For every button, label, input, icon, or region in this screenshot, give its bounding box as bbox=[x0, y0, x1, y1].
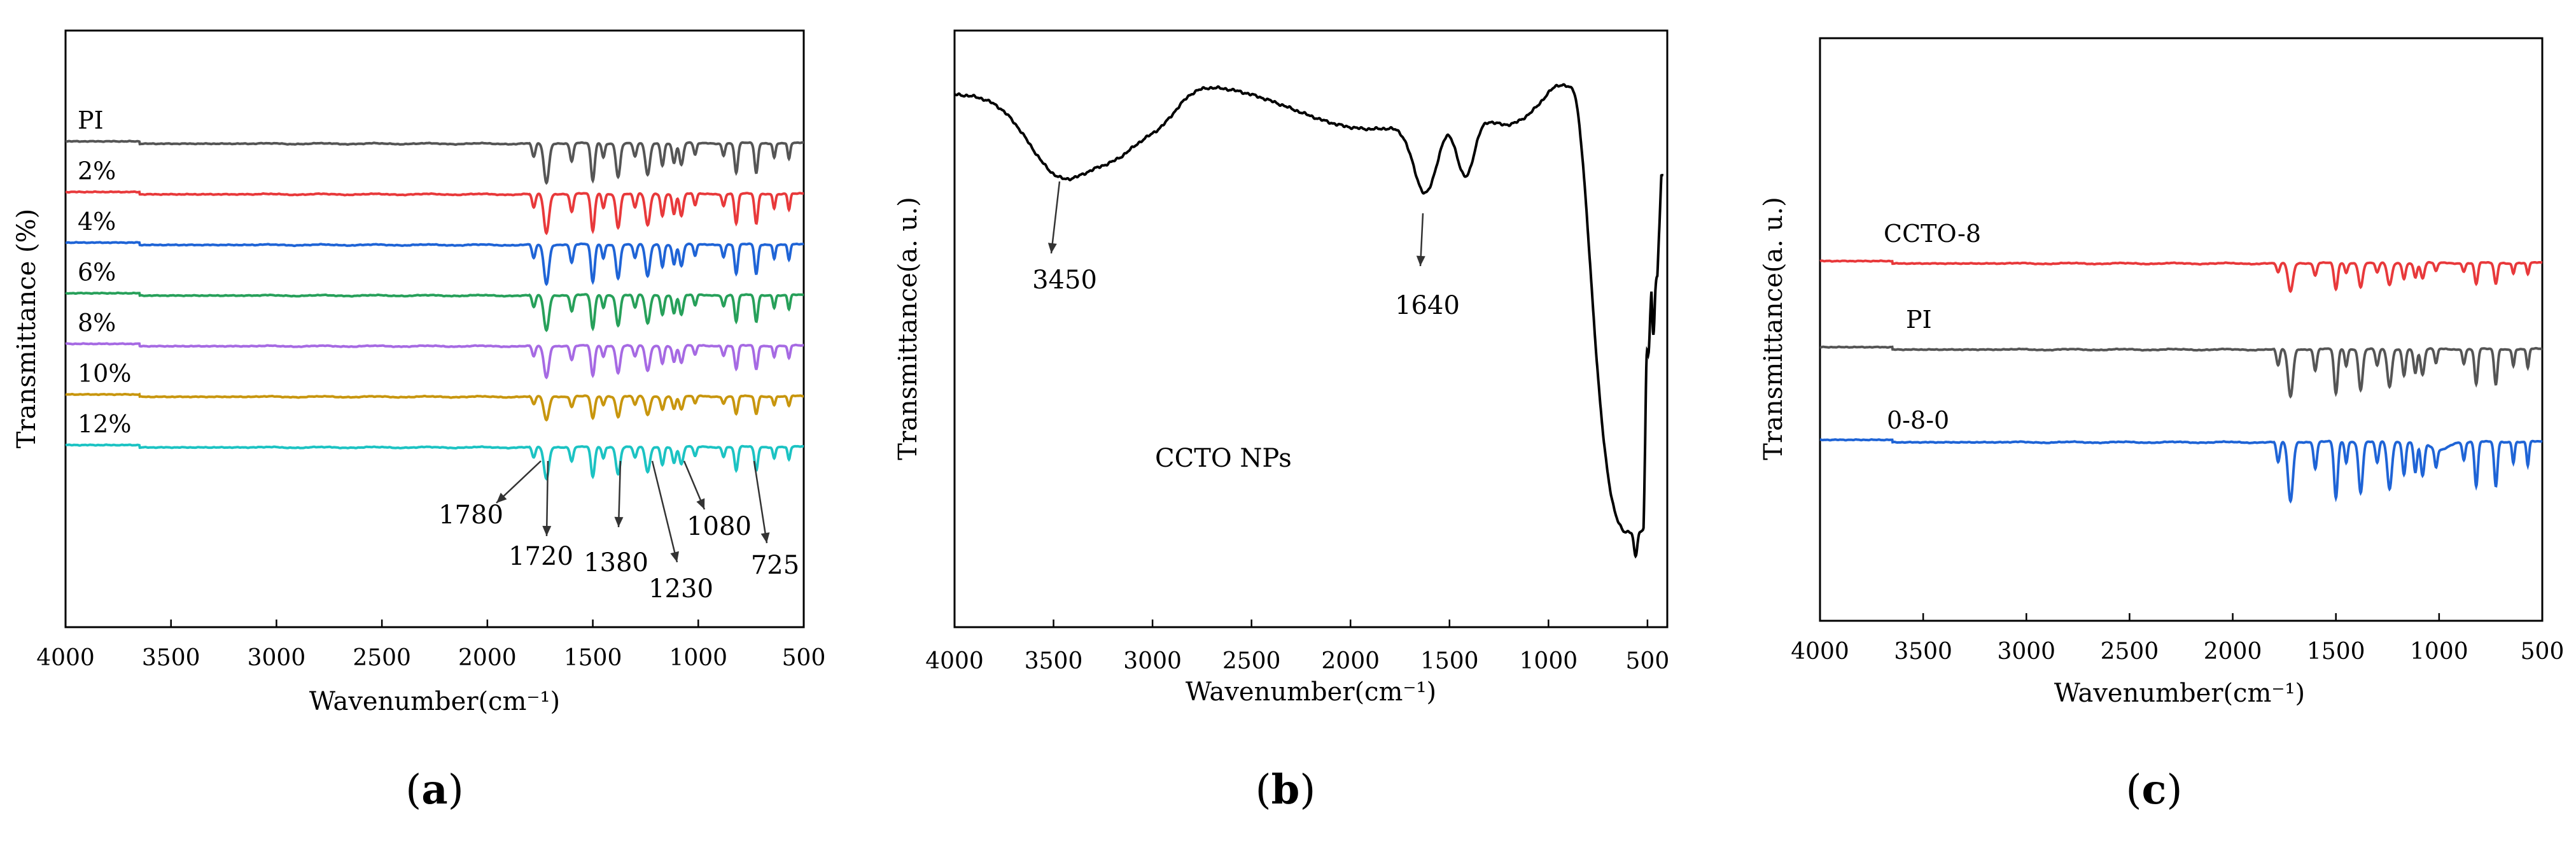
x-tick-label: 1500 bbox=[1420, 648, 1479, 674]
x-tick-label: 2000 bbox=[458, 645, 517, 671]
panel-c-frame bbox=[1819, 37, 2544, 622]
series-line bbox=[65, 392, 804, 422]
series-label: 2% bbox=[78, 157, 116, 185]
annotation-arrowhead bbox=[1047, 243, 1057, 253]
series-line bbox=[954, 83, 1664, 559]
panel-c: 4000 3500 3000 2500 2000 1500 1000 500 CCTO-8 PI… bbox=[1759, 37, 2564, 814]
panel-b-ylabel: Transmittance(a. u.) bbox=[893, 197, 923, 460]
annotation-arrowhead bbox=[1416, 255, 1425, 266]
x-tick-label: 2000 bbox=[2204, 639, 2262, 665]
x-tick-label: 2000 bbox=[1321, 648, 1380, 674]
series-label: 12% bbox=[78, 410, 131, 438]
x-tick-label: 4000 bbox=[925, 648, 984, 674]
annotation-arrowhead bbox=[614, 516, 624, 527]
panel-c-series-labels: CCTO-8 PI 0-8-0 bbox=[1884, 220, 1981, 434]
annotation-label: 1230 bbox=[648, 574, 713, 604]
x-tick-label: 1500 bbox=[564, 645, 622, 671]
annotation-label: 1380 bbox=[584, 548, 648, 577]
x-tick-label: 3500 bbox=[1025, 648, 1083, 674]
series-line bbox=[1819, 345, 2543, 399]
panel-b-xlabel: Wavenumber(cm⁻¹) bbox=[1186, 677, 1436, 707]
x-tick-label: 1500 bbox=[2307, 639, 2365, 665]
series-line bbox=[66, 190, 804, 236]
series-label: PI bbox=[78, 106, 104, 134]
series-label: 4% bbox=[78, 208, 116, 236]
x-tick-label: 1000 bbox=[1520, 648, 1578, 674]
x-tick-label: 2500 bbox=[1222, 648, 1281, 674]
annotation-arrow bbox=[753, 460, 768, 544]
series-line bbox=[65, 291, 804, 332]
series-line bbox=[65, 443, 804, 481]
annotation-label: 1080 bbox=[687, 512, 752, 541]
x-tick-label: 4000 bbox=[1791, 639, 1849, 665]
annotation-label: 725 bbox=[751, 551, 799, 580]
x-tick-label: 500 bbox=[782, 645, 826, 671]
annotation-arrowhead bbox=[696, 498, 705, 509]
annotation-arrow bbox=[617, 460, 622, 528]
annotation-arrow bbox=[1050, 181, 1061, 254]
series-line bbox=[1819, 259, 2543, 294]
x-tick-label: 3500 bbox=[1894, 639, 1952, 665]
panel-a-ylabel: Transmittance (%) bbox=[12, 209, 41, 448]
panel-b: 4000 3500 3000 2500 2000 1500 1000 500 3450 1640… bbox=[893, 29, 1669, 814]
x-tick-label: 3000 bbox=[248, 645, 306, 671]
annotation-label: 1640 bbox=[1395, 291, 1460, 320]
annotation-arrow bbox=[496, 460, 542, 504]
series-line bbox=[1819, 438, 2543, 504]
x-tick-label: 2500 bbox=[353, 645, 411, 671]
annotation-arrowhead bbox=[542, 525, 552, 536]
panel-c-x-ticks: 4000 3500 3000 2500 2000 1500 1000 500 bbox=[1791, 613, 2564, 665]
annotation-arrowhead bbox=[760, 532, 770, 543]
x-tick-label: 3500 bbox=[142, 645, 200, 671]
annotation-arrow bbox=[651, 460, 678, 563]
x-tick-label: 500 bbox=[2521, 639, 2565, 665]
panel-c-xlabel: Wavenumber(cm⁻¹) bbox=[2054, 679, 2305, 708]
annotation-arrowhead bbox=[496, 492, 507, 503]
panel-a-xlabel: Wavenumber(cm⁻¹) bbox=[309, 687, 560, 716]
panel-a-x-ticks: 4000 3500 3000 2500 2000 1500 1000 500 bbox=[36, 620, 825, 671]
series-label: CCTO-8 bbox=[1884, 220, 1981, 248]
series-label: PI bbox=[1906, 306, 1932, 334]
panel-b-frame bbox=[953, 29, 1669, 628]
x-tick-label: 3000 bbox=[1123, 648, 1182, 674]
x-tick-label: 4000 bbox=[36, 645, 95, 671]
x-tick-label: 1000 bbox=[669, 645, 727, 671]
panel-b-x-ticks: 4000 3500 3000 2500 2000 1500 1000 500 bbox=[925, 620, 1669, 674]
panel-b-annotations: 3450 1640 bbox=[1032, 181, 1460, 320]
panel-c-curves bbox=[1819, 259, 2543, 504]
annotation-label: 1780 bbox=[438, 500, 503, 530]
series-line bbox=[65, 139, 804, 185]
panel-a-curves bbox=[65, 139, 804, 481]
series-label: 10% bbox=[78, 360, 131, 388]
series-label: 8% bbox=[78, 309, 116, 337]
panel-a: 4000 3500 3000 2500 2000 1500 1000 500 PI 2% 4% 6%… bbox=[12, 29, 825, 814]
x-tick-label: 500 bbox=[1626, 648, 1670, 674]
annotation-label: 3450 bbox=[1032, 266, 1097, 295]
annotation-arrowhead bbox=[670, 551, 679, 562]
panel-c-caption: (c) bbox=[2126, 766, 2183, 814]
panel-c-ylabel: Transmittance(a. u.) bbox=[1759, 197, 1788, 460]
series-line bbox=[66, 241, 804, 287]
series-label: 6% bbox=[78, 259, 116, 287]
panel-a-frame bbox=[64, 29, 805, 628]
panel-b-curves bbox=[954, 83, 1664, 559]
x-tick-label: 2500 bbox=[2101, 639, 2159, 665]
annotation-label: 1720 bbox=[508, 542, 573, 571]
annotation-arrow bbox=[545, 460, 549, 537]
x-tick-label: 1000 bbox=[2410, 639, 2468, 665]
series-line bbox=[65, 342, 804, 379]
panel-b-title: CCTO NPs bbox=[1155, 444, 1292, 473]
panel-b-caption: (b) bbox=[1256, 766, 1316, 814]
panel-a-series-labels: PI 2% 4% 6% 8% 10% 12% bbox=[78, 106, 131, 438]
x-tick-label: 3000 bbox=[1997, 639, 2055, 665]
panel-a-caption: (a) bbox=[405, 766, 463, 814]
series-label: 0-8-0 bbox=[1887, 406, 1949, 434]
